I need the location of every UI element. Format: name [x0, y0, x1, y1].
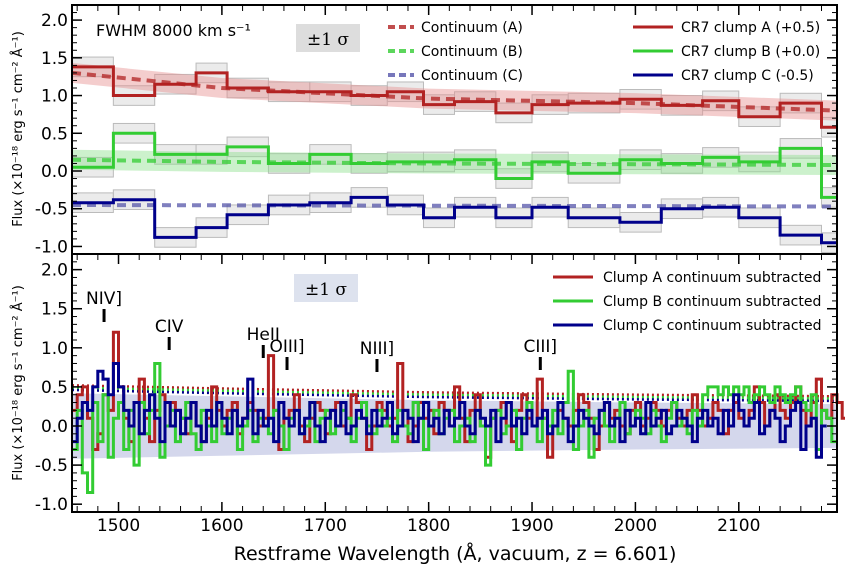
- bottom-y-axis-label: Flux (×10⁻¹⁸ erg s⁻¹ cm⁻² Å⁻¹): [10, 285, 26, 481]
- y-tick-label: -1.0: [35, 237, 68, 257]
- subtracted-spectrum: [72, 362, 837, 494]
- y-tick-label: -0.5: [35, 200, 68, 220]
- line-marker-label: OIII]: [269, 337, 304, 357]
- x-tick-label: 1700: [304, 516, 347, 536]
- y-tick-label: 1.5: [41, 300, 68, 320]
- x-tick-label: 1500: [97, 516, 140, 536]
- legend-label: Continuum (B): [421, 44, 523, 60]
- legend-label: Continuum (A): [421, 20, 523, 36]
- continuum-band: [72, 62, 837, 121]
- line-marker-label: NIII]: [360, 339, 394, 359]
- y-tick-label: 1.0: [41, 339, 68, 359]
- line-marker-label: CIV: [155, 317, 184, 337]
- x-tick-label: 2000: [614, 516, 657, 536]
- top-y-axis: -1.0 -0.5 0.0 0.5 1.0 1.5 2.0: [35, 11, 837, 257]
- top-y-axis-label: Flux (×10⁻¹⁸ erg s⁻¹ cm⁻² Å⁻¹): [10, 31, 26, 227]
- top-sigma-label: ±1 σ: [307, 30, 349, 50]
- bottom-plot-area: [71, 330, 845, 494]
- y-tick-label: 0.0: [41, 162, 68, 182]
- top-plot-area: [71, 56, 838, 253]
- legend-label: Clump A continuum subtracted: [603, 270, 821, 286]
- legend-label: CR7 clump C (-0.5): [681, 68, 814, 84]
- top-legend: Continuum (A) Continuum (B) Continuum (C) C…: [388, 20, 820, 84]
- x-axis-label: Restframe Wavelength (Å, vacuum, z = 6.6…: [234, 542, 677, 565]
- y-tick-label: 0.0: [41, 417, 68, 437]
- x-tick-label: 2100: [717, 516, 760, 536]
- bottom-panel-frame: [71, 253, 838, 513]
- bottom-legend: Clump A continuum subtracted Clump B cont…: [553, 270, 822, 334]
- y-tick-label: 0.5: [41, 124, 68, 144]
- y-tick-label: 2.0: [41, 261, 68, 281]
- subtracted-spectrum: [72, 362, 827, 459]
- spectrum-series: [72, 195, 837, 245]
- line-marker-label: NIV]: [86, 289, 122, 309]
- legend-label: CR7 clump B (+0.0): [681, 44, 820, 60]
- legend-label: Clump B continuum subtracted: [603, 294, 821, 310]
- line-marker-label: CIII]: [524, 337, 558, 357]
- bottom-sigma-label: ±1 σ: [305, 280, 347, 300]
- y-tick-label: 1.5: [41, 49, 68, 69]
- legend-label: Clump C continuum subtracted: [603, 318, 822, 334]
- top-panel: -1.0 -0.5 0.0 0.5 1.0 1.5 2.0 FWHM 8000 km s⁻¹…: [35, 4, 838, 257]
- line-marker-label: HeII: [247, 325, 280, 345]
- y-tick-label: -0.5: [35, 456, 68, 476]
- y-tick-label: 0.5: [41, 378, 68, 398]
- x-tick-label: 1900: [510, 516, 553, 536]
- spectrum-series: [72, 65, 837, 129]
- y-tick-label: -1.0: [35, 495, 68, 515]
- top-sigma-box: [296, 24, 360, 52]
- bottom-y-axis: -1.0 -0.5 0.0 0.5 1.0 1.5 2.0: [35, 261, 837, 515]
- y-tick-label: 2.0: [41, 11, 68, 31]
- y-tick-label: 1.0: [41, 87, 68, 107]
- legend-label: CR7 clump A (+0.5): [681, 20, 820, 36]
- bottom-panel: -1.0 -0.5 0.0 0.5 1.0 1.5 2.0 1500 1600 1700 1800…: [35, 5, 845, 536]
- bottom-sigma-box: [294, 274, 358, 302]
- spectrum-series: [72, 131, 837, 199]
- legend-label: Continuum (C): [421, 68, 523, 84]
- top-fwhm-annotation: FWHM 8000 km s⁻¹: [96, 21, 251, 40]
- x-tick-label: 1600: [200, 516, 243, 536]
- x-axis: 1500 1600 1700 1800 1900 2000 2100: [76, 5, 822, 536]
- x-tick-label: 1800: [407, 516, 450, 536]
